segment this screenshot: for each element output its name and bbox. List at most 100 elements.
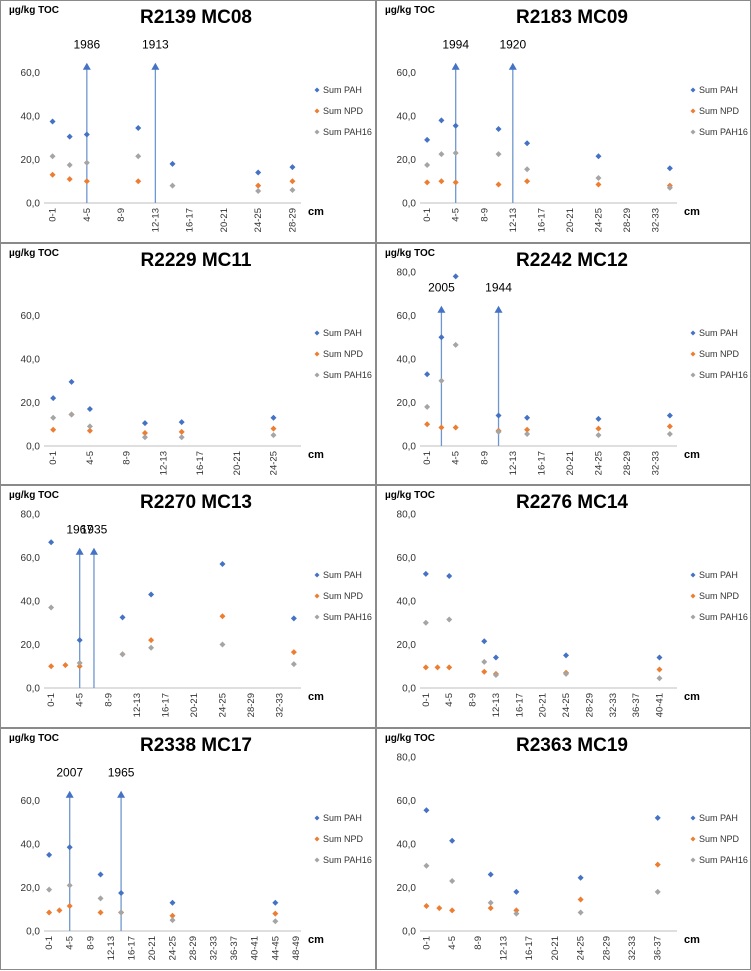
y-axis-unit-label: µg/kg TOC (9, 733, 59, 744)
x-axis-unit-label: cm (684, 206, 700, 218)
x-tick-label: 24-25 (576, 936, 587, 960)
y-tick-label: 20,0 (397, 155, 417, 166)
year-marker-arrow (437, 305, 446, 313)
data-point-sum-npd (577, 896, 584, 903)
data-point-sum-pah (654, 814, 661, 821)
y-tick-label: 40,0 (397, 355, 417, 366)
x-axis-unit-label: cm (308, 206, 324, 218)
data-point-sum-pah16 (97, 895, 104, 902)
data-point-sum-pah (141, 420, 148, 427)
chart-title: R2363 MC19 (516, 735, 628, 756)
data-point-sum-pah16 (666, 431, 673, 438)
legend-marker-sum-pah (690, 330, 696, 336)
data-point-sum-pah (563, 652, 570, 659)
x-tick-label: 36-37 (229, 936, 240, 960)
data-point-sum-pah (595, 415, 602, 422)
y-tick-label: 20,0 (397, 640, 417, 651)
data-point-sum-npd (423, 902, 430, 909)
data-point-sum-npd (290, 649, 297, 656)
data-point-sum-pah (86, 406, 93, 413)
data-point-sum-npd (148, 637, 155, 644)
data-point-sum-npd (449, 907, 456, 914)
series-sum-pah (49, 118, 296, 176)
x-tick-label: 32-33 (651, 451, 662, 475)
data-point-sum-pah16 (48, 604, 55, 611)
series-sum-pah (423, 807, 661, 895)
data-point-sum-pah16 (141, 434, 148, 441)
y-tick-label: 40,0 (21, 597, 41, 608)
data-point-sum-pah (446, 572, 453, 579)
x-tick-label: 8-9 (85, 936, 96, 950)
x-tick-label: 0-1 (422, 208, 433, 222)
data-point-sum-npd (524, 426, 531, 433)
y-tick-label: 80,0 (397, 510, 417, 521)
y-tick-label: 40,0 (21, 840, 41, 851)
year-marker-label: 1944 (485, 281, 512, 295)
x-tick-label: 24-25 (593, 208, 604, 232)
legend: Sum PAH Sum NPD Sum PAH16 (690, 813, 748, 865)
data-point-sum-npd (83, 178, 90, 185)
data-point-sum-npd (481, 668, 488, 675)
x-tick-label: 20-21 (147, 936, 158, 960)
x-tick-label: 28-29 (601, 936, 612, 960)
x-tick-label: 28-29 (188, 936, 199, 960)
year-marker-arrow (151, 62, 160, 70)
legend-label-sum-npd: Sum NPD (323, 591, 364, 601)
data-point-sum-npd (654, 861, 661, 868)
data-point-sum-pah16 (495, 151, 502, 158)
year-marker-label: 1913 (142, 38, 169, 52)
legend-marker-sum-pah16 (314, 857, 320, 863)
y-tick-label: 0,0 (26, 684, 40, 695)
x-tick-label: 24-25 (561, 693, 572, 717)
data-point-sum-pah (219, 561, 226, 568)
x-tick-label: 36-37 (653, 936, 664, 960)
data-point-sum-pah16 (46, 886, 53, 893)
x-tick-label: 20-21 (232, 451, 243, 475)
x-tick-label: 4-5 (75, 693, 86, 707)
series-sum-npd (422, 664, 663, 677)
data-point-sum-pah16 (513, 910, 520, 917)
chart-svg: R2270 MC13 µg/kg TOC 0,0 20,0 40,0 60,0 80,0 0-… (9, 490, 372, 717)
series-sum-pah (424, 117, 673, 172)
legend: Sum PAH Sum NPD Sum PAH16 (314, 85, 372, 137)
chart-svg: R2242 MC12 µg/kg TOC 0,0 20,0 40,0 60,0 80,0 0-… (385, 248, 748, 475)
data-point-sum-pah (481, 638, 488, 645)
data-point-sum-pah (422, 570, 429, 577)
data-point-sum-pah16 (577, 909, 584, 916)
data-point-sum-npd (169, 912, 176, 919)
legend: Sum PAH Sum NPD Sum PAH16 (314, 328, 372, 380)
x-tick-label: 0-1 (44, 936, 55, 950)
y-tick-label: 80,0 (21, 510, 41, 521)
legend-marker-sum-pah16 (690, 372, 696, 378)
series-sum-pah16 (48, 604, 297, 668)
x-tick-label: 0-1 (46, 693, 57, 707)
year-marker-arrow (117, 790, 126, 798)
data-point-sum-pah (169, 899, 176, 906)
x-tick-label: 24-25 (217, 693, 228, 717)
data-point-sum-pah16 (255, 188, 262, 195)
legend-label-sum-npd: Sum NPD (699, 834, 740, 844)
data-point-sum-pah16 (487, 899, 494, 906)
x-tick-label: 16-17 (536, 208, 547, 232)
series-sum-pah16 (422, 616, 663, 682)
x-tick-label: 12-13 (491, 693, 502, 717)
data-point-sum-pah (118, 889, 125, 896)
x-tick-label: 0-1 (48, 451, 59, 465)
year-marker-label: 1986 (73, 38, 100, 52)
data-point-sum-pah16 (119, 651, 126, 658)
year-marker-label: 1935 (81, 523, 108, 537)
y-tick-label: 60,0 (397, 68, 417, 79)
chart-title: R2229 MC11 (141, 250, 252, 271)
legend-marker-sum-pah (690, 87, 696, 93)
data-point-sum-pah (66, 133, 73, 140)
data-point-sum-pah (449, 837, 456, 844)
series-sum-pah16 (424, 341, 673, 439)
x-tick-label: 40-41 (654, 693, 665, 717)
data-point-sum-pah16 (270, 432, 277, 439)
y-tick-label: 40,0 (397, 597, 417, 608)
x-tick-label: 12-13 (158, 451, 169, 475)
y-tick-label: 0,0 (402, 684, 416, 695)
x-tick-label: 32-33 (651, 208, 662, 232)
series-sum-pah16 (49, 153, 296, 195)
chart-title: R2338 MC17 (140, 735, 252, 756)
